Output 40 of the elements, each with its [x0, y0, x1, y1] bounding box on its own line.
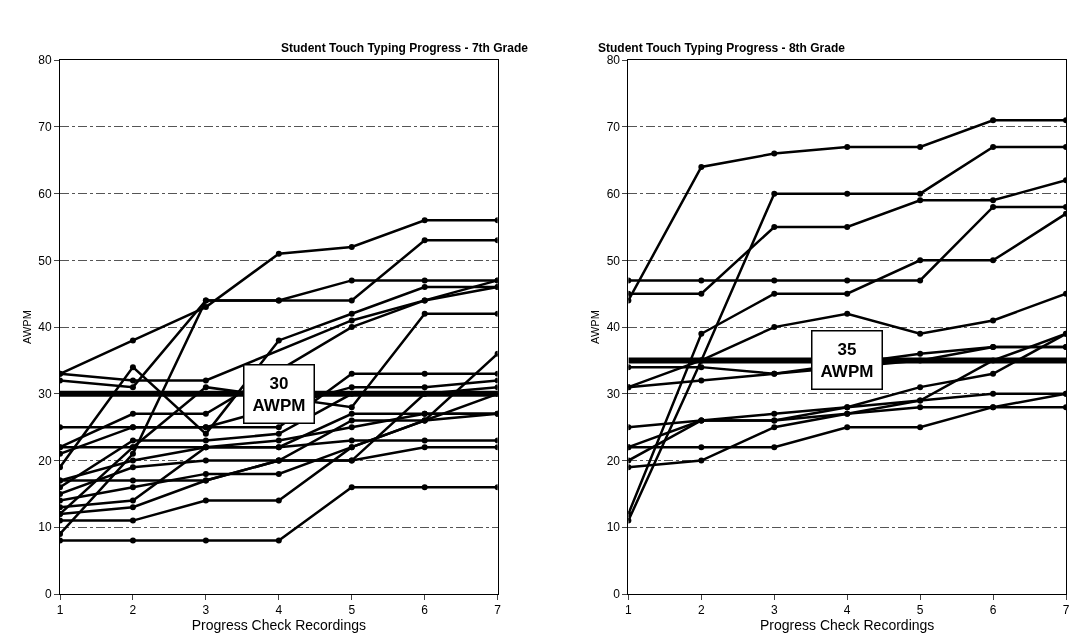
y-tick-label: 10 — [606, 520, 621, 535]
ref-line-label: 30 AWPM — [252, 373, 306, 415]
y-tick-label: 70 — [606, 120, 621, 135]
y-tick-label: 20 — [38, 453, 52, 468]
y-tick-label: 0 — [44, 587, 52, 602]
x-tick-label: 5 — [916, 603, 924, 618]
y-tick-label: 50 — [606, 253, 621, 268]
y-tick-label: 60 — [38, 186, 52, 201]
y-tick-label: 80 — [38, 53, 52, 68]
ref-line-label: 35 AWPM — [820, 339, 874, 381]
x-tick-label: 5 — [348, 603, 356, 618]
x-tick-label: 6 — [989, 603, 997, 618]
y-tick-label: 10 — [38, 520, 52, 535]
y-axis-title: AWPM — [20, 310, 33, 344]
x-tick-label: 2 — [697, 603, 705, 618]
x-tick-label: 1 — [56, 603, 64, 618]
x-tick-label: 3 — [770, 603, 778, 618]
x-axis-title: Progress Check Recordings — [191, 617, 366, 634]
x-tick-label: 4 — [275, 603, 283, 618]
x-tick-label: 7 — [494, 603, 502, 618]
y-tick-label: 0 — [613, 587, 621, 602]
y-tick-label: 60 — [606, 186, 621, 201]
y-tick-label: 30 — [38, 387, 52, 402]
chart-title: Student Touch Typing Progress - 8th Grade — [598, 41, 846, 55]
y-tick-label: 80 — [606, 53, 621, 68]
y-tick-label: 40 — [606, 320, 621, 335]
x-axis-title: Progress Check Recordings — [760, 617, 935, 634]
y-tick-label: 30 — [606, 387, 621, 402]
x-tick-label: 1 — [625, 603, 633, 618]
y-tick-label: 40 — [38, 320, 52, 335]
x-tick-label: 6 — [421, 603, 429, 618]
x-tick-label: 3 — [202, 603, 210, 618]
chart-title: Student Touch Typing Progress - 7th Grade — [281, 41, 529, 55]
y-axis-title: AWPM — [589, 310, 602, 344]
x-tick-label: 7 — [1062, 603, 1070, 618]
x-tick-label: 2 — [129, 603, 137, 618]
x-tick-label: 4 — [843, 603, 851, 618]
y-tick-label: 70 — [38, 120, 52, 135]
y-tick-label: 50 — [38, 253, 52, 268]
y-tick-label: 20 — [606, 453, 621, 468]
